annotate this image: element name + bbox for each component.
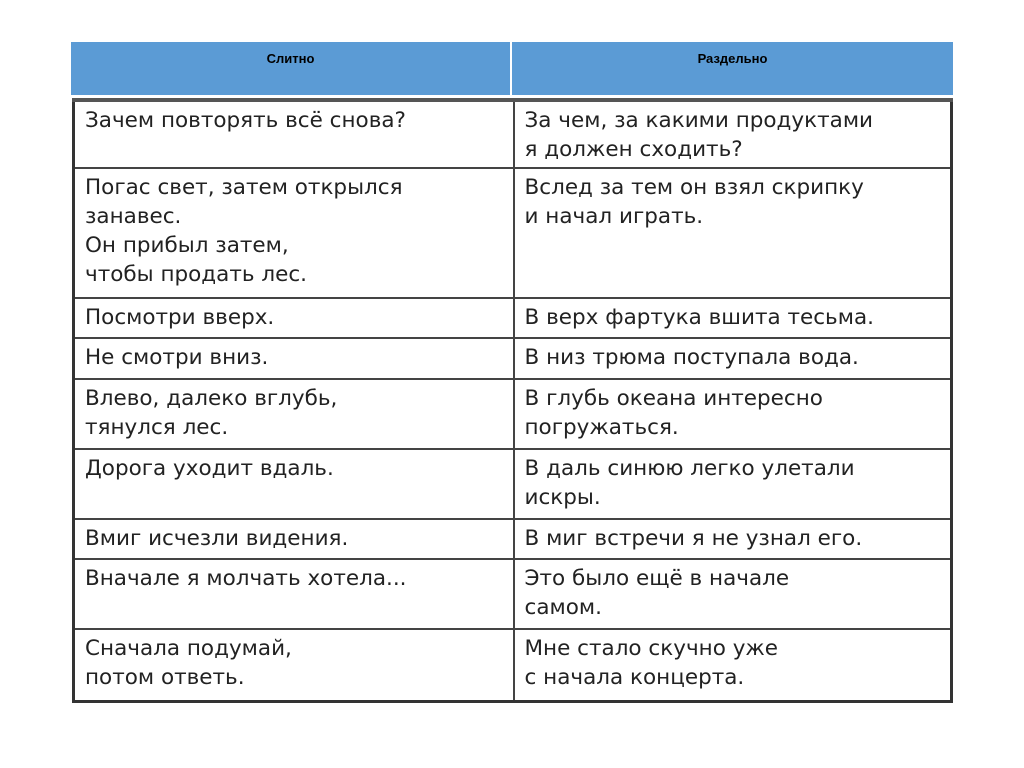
cell-together: Не смотри вниз. [72, 337, 515, 380]
cell-together: Зачем повторять всё снова? [72, 99, 515, 169]
cell-together: Влево, далеко вглубь, тянулся лес. [72, 378, 515, 450]
cell-separate: В глубь океана интересно погружаться. [512, 378, 953, 450]
header-separate: Раздельно [697, 51, 768, 66]
table-row: Зачем повторять всё снова? За чем, за как… [72, 99, 953, 169]
table-row: Вначале я молчать хотела... Это было ещё … [72, 558, 953, 630]
cell-together: Посмотри вверх. [72, 297, 515, 339]
table-row: Дорога уходит вдаль. В даль синюю легко у… [72, 448, 953, 520]
cell-together: Погас свет, затем открылся занавес. Он п… [72, 167, 515, 299]
cell-separate: Вслед за тем он взял скрипку и начал игр… [512, 167, 953, 299]
cell-separate: Это было ещё в начале самом. [512, 558, 953, 630]
examples-table: Зачем повторять всё снова? За чем, за как… [72, 98, 953, 703]
table-row: Посмотри вверх. В верх фартука вшита тесь… [72, 297, 953, 339]
cell-together: Вначале я молчать хотела... [72, 558, 515, 630]
table-row: Не смотри вниз. В низ трюма поступала вод… [72, 337, 953, 380]
table-row: Влево, далеко вглубь, тянулся лес. В глуб… [72, 378, 953, 450]
cell-together: Вмиг исчезли видения. [72, 518, 515, 560]
cell-separate: В низ трюма поступала вода. [512, 337, 953, 380]
cell-separate: В даль синюю легко улетали искры. [512, 448, 953, 520]
cell-separate: За чем, за какими продуктами я должен сх… [512, 99, 953, 169]
cell-together: Сначала подумай, потом ответь. [72, 628, 515, 702]
table-row: Погас свет, затем открылся занавес. Он п… [72, 167, 953, 299]
table-row: Вмиг исчезли видения. В миг встречи я не … [72, 518, 953, 560]
cell-separate: В верх фартука вшита тесьма. [512, 297, 953, 339]
header-together: Слитно [71, 42, 512, 95]
cell-separate: Мне стало скучно уже с начала концерта. [512, 628, 953, 702]
table-row: Сначала подумай, потом ответь. Мне стало … [72, 628, 953, 702]
table-header: Слитно Раздельно [71, 42, 953, 95]
cell-together: Дорога уходит вдаль. [72, 448, 515, 520]
cell-separate: В миг встречи я не узнал его. [512, 518, 953, 560]
